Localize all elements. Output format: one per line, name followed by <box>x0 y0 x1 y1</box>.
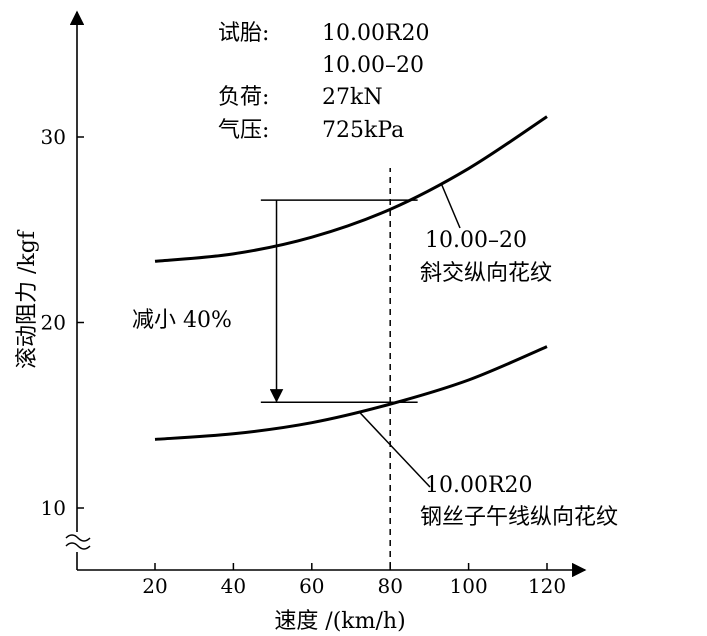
series-radial-leader <box>358 411 431 488</box>
info-key-tire: 试胎: <box>218 21 269 46</box>
series-radial-curve <box>154 345 548 441</box>
x-tick-label: 80 <box>377 574 402 598</box>
info-value-pressure: 725kPa <box>322 118 404 143</box>
y-tick-label: 30 <box>41 125 66 149</box>
y-tick-label: 10 <box>41 496 66 520</box>
info-value-tire-bias: 10.00–20 <box>322 53 424 78</box>
series-radial-description: 钢丝子午线纵向花纹 <box>420 505 618 530</box>
y-axis-label: 滚动阻力 /kgf <box>15 229 40 369</box>
info-key-pressure: 气压: <box>218 118 269 143</box>
x-tick-label: 100 <box>450 574 488 598</box>
x-axis-label: 速度 /(km/h) <box>274 609 405 634</box>
series-bias-name: 10.00–20 <box>425 228 527 253</box>
info-key-load: 负荷: <box>218 85 269 110</box>
x-tick-label: 60 <box>299 574 324 598</box>
test-conditions: 试胎: 10.00R20 10.00–20 负荷: 27kN 气压: 725kP… <box>218 21 430 143</box>
reduction-label: 减小 40% <box>132 308 232 333</box>
y-tick-label: 20 <box>41 311 66 335</box>
y-ticks: 10 20 30 <box>41 125 84 520</box>
info-value-load: 27kN <box>322 85 383 110</box>
x-tick-label: 120 <box>528 574 566 598</box>
series-bias-leader <box>440 183 461 229</box>
series-radial-name: 10.00R20 <box>425 473 533 498</box>
info-value-tire-radial: 10.00R20 <box>322 21 430 46</box>
x-ticks: 20 40 60 80 100 120 <box>142 563 566 598</box>
x-tick-label: 40 <box>221 574 246 598</box>
series-bias-curve <box>154 115 548 263</box>
x-tick-label: 20 <box>142 574 167 598</box>
series-bias-description: 斜交纵向花纹 <box>420 261 552 286</box>
axis-break-mark <box>64 532 91 552</box>
